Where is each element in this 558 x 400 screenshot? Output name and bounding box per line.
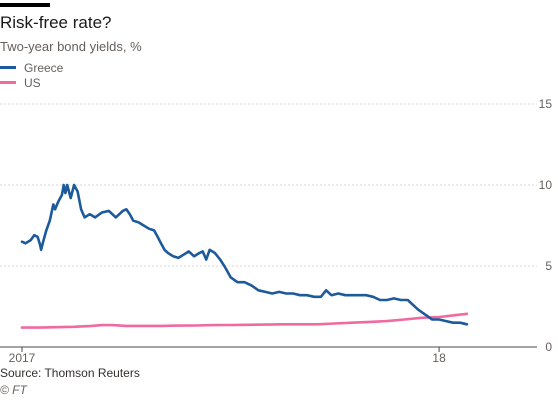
source-note: Source: Thomson Reuters (0, 366, 140, 380)
legend-swatch-us (0, 81, 16, 84)
chart-subtitle: Two-year bond yields, % (0, 39, 142, 54)
legend-item-greece: Greece (0, 60, 63, 75)
series-line-us (20, 312, 469, 329)
x-tick-label: 2017 (9, 351, 36, 365)
y-tick-label: 15 (539, 97, 553, 111)
y-tick-label: 5 (545, 259, 552, 273)
legend-swatch-greece (0, 66, 16, 69)
legend: Greece US (0, 60, 63, 90)
brand-bar (0, 3, 50, 7)
y-tick-label: 0 (545, 340, 552, 354)
series-line-greece (20, 183, 469, 326)
y-tick-label: 10 (539, 178, 553, 192)
chart-title: Risk-free rate? (0, 13, 112, 32)
legend-label-us: US (24, 75, 41, 90)
x-tick-label: 18 (432, 351, 446, 365)
credit-note: © FT (0, 383, 27, 397)
legend-item-us: US (0, 75, 63, 90)
legend-label-greece: Greece (24, 60, 64, 75)
